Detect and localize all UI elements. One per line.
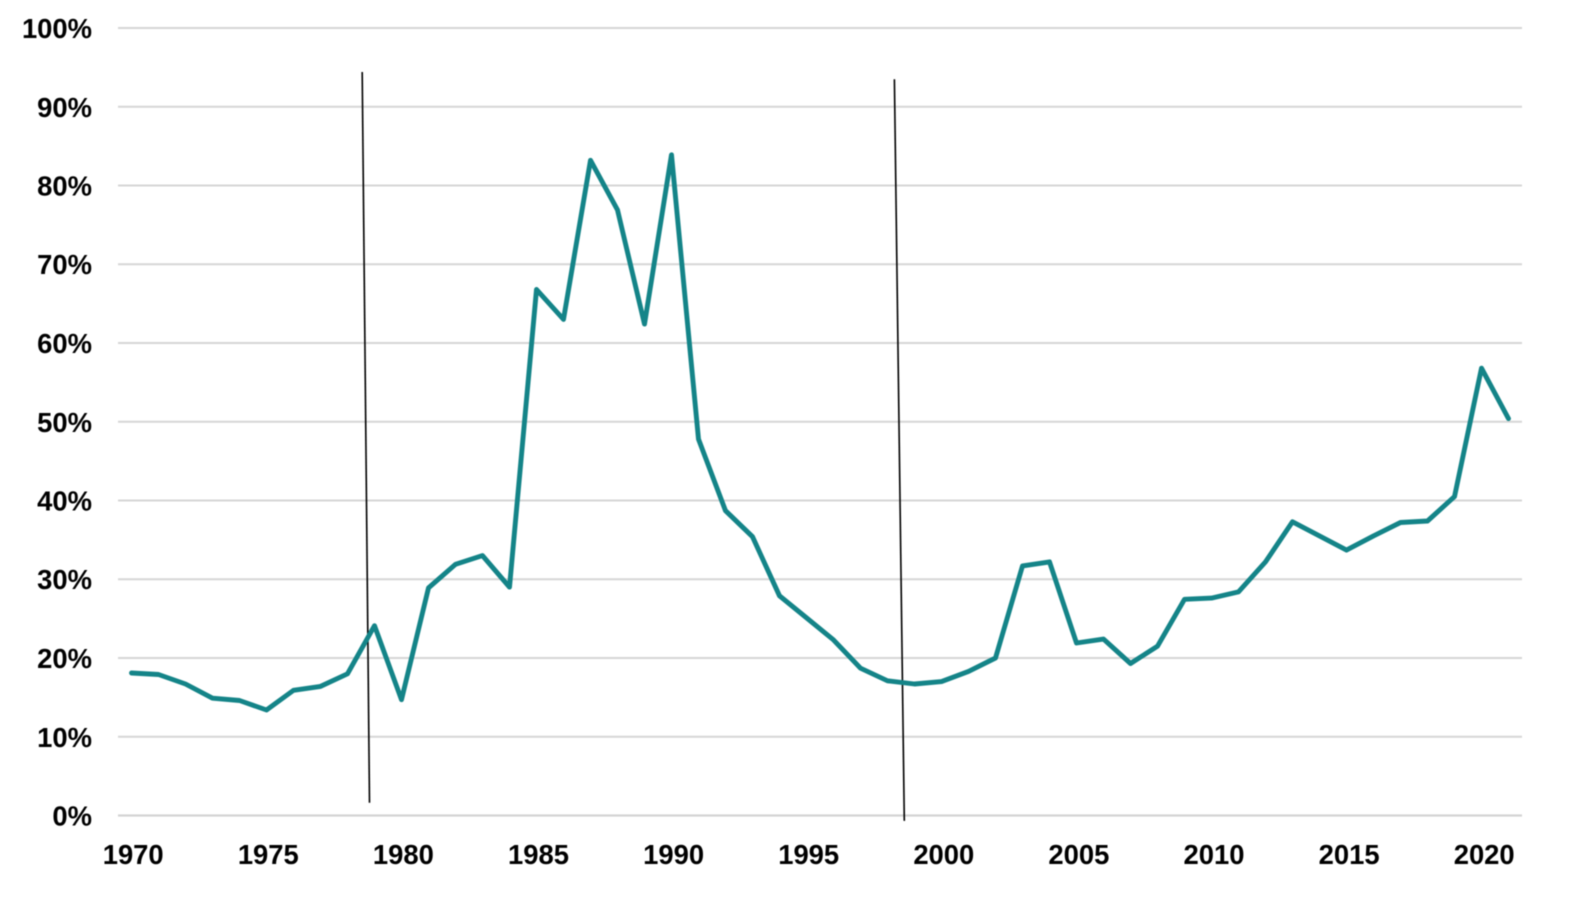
svg-text:1980: 1980 <box>373 839 434 870</box>
svg-text:1985: 1985 <box>508 839 569 870</box>
svg-text:10%: 10% <box>37 722 92 753</box>
svg-text:1995: 1995 <box>778 839 839 870</box>
svg-text:70%: 70% <box>37 249 92 280</box>
svg-text:1970: 1970 <box>103 839 164 870</box>
svg-text:60%: 60% <box>37 328 92 359</box>
svg-text:1975: 1975 <box>238 839 299 870</box>
svg-text:90%: 90% <box>37 92 92 123</box>
svg-text:20%: 20% <box>37 643 92 674</box>
svg-text:100%: 100% <box>22 13 92 44</box>
svg-text:2000: 2000 <box>913 839 974 870</box>
svg-text:2020: 2020 <box>1454 839 1515 870</box>
svg-text:30%: 30% <box>37 564 92 595</box>
svg-text:50%: 50% <box>37 407 92 438</box>
svg-text:0%: 0% <box>52 801 92 832</box>
svg-text:1990: 1990 <box>643 839 704 870</box>
svg-text:2015: 2015 <box>1319 839 1380 870</box>
svg-text:2005: 2005 <box>1048 839 1109 870</box>
svg-text:40%: 40% <box>37 486 92 517</box>
svg-text:2010: 2010 <box>1184 839 1245 870</box>
svg-text:80%: 80% <box>37 171 92 202</box>
